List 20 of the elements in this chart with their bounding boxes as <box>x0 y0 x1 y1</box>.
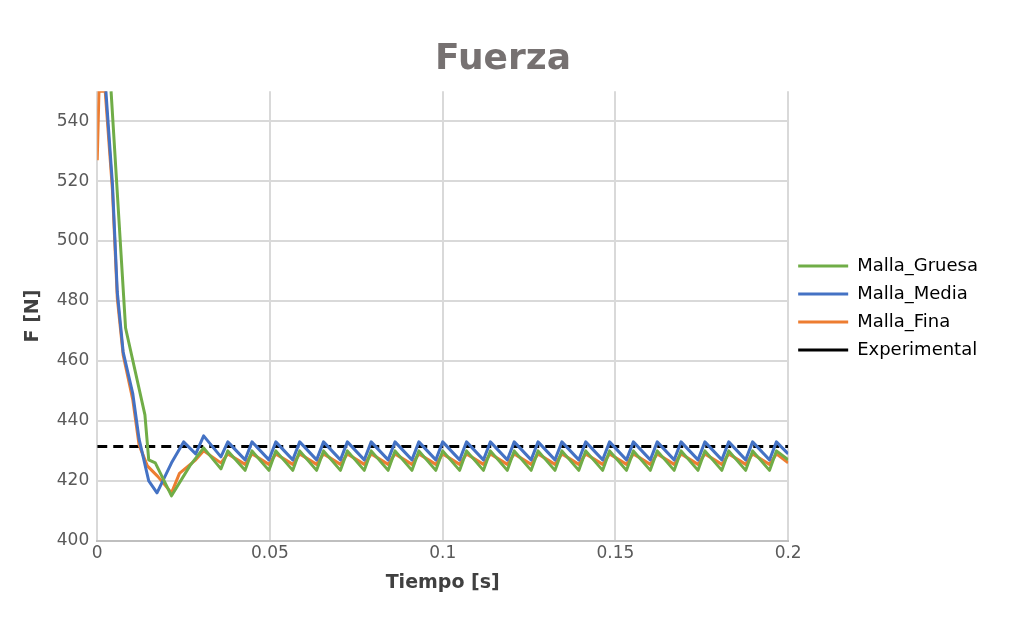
x-tick-label: 0 <box>91 542 103 563</box>
y-tick-label: 420 <box>56 469 90 490</box>
x-axis-title: Tiempo [s] <box>385 569 500 592</box>
y-tick-label: 460 <box>56 349 90 370</box>
x-tick-label: 0.1 <box>429 542 457 563</box>
y-tick-label: 440 <box>56 409 90 430</box>
legend-label: Malla_Gruesa <box>857 253 979 276</box>
y-tick-label: 400 <box>56 529 90 550</box>
y-tick-label: 480 <box>56 289 90 310</box>
legend-label: Malla_Fina <box>857 309 951 332</box>
legend-label: Experimental <box>857 337 978 359</box>
y-tick-label: 520 <box>56 169 90 190</box>
x-tick-label: 0.15 <box>596 542 635 563</box>
chart-title: Fuerza <box>435 35 571 77</box>
x-tick-label: 0.2 <box>774 542 802 563</box>
y-axis-title: F [N] <box>20 289 43 343</box>
y-tick-label: 540 <box>56 109 90 130</box>
legend-label: Malla_Media <box>857 281 968 304</box>
x-tick-label: 0.05 <box>251 542 289 563</box>
y-tick-label: 500 <box>56 229 90 250</box>
